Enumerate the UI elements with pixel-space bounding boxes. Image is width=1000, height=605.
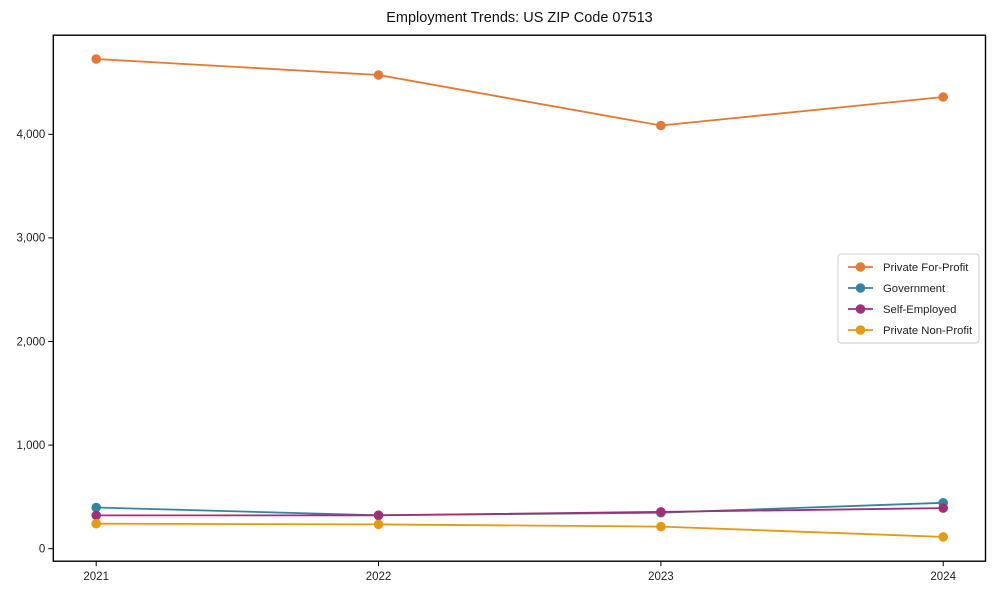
svg-text:2023: 2023 bbox=[648, 571, 674, 583]
svg-text:2021: 2021 bbox=[83, 571, 109, 583]
svg-text:Government: Government bbox=[883, 283, 946, 295]
svg-text:0: 0 bbox=[39, 544, 45, 556]
svg-text:Self-Employed: Self-Employed bbox=[883, 304, 956, 316]
svg-text:1,000: 1,000 bbox=[17, 440, 46, 452]
svg-text:3,000: 3,000 bbox=[17, 233, 46, 245]
svg-text:2022: 2022 bbox=[366, 571, 392, 583]
svg-text:Private Non-Profit: Private Non-Profit bbox=[883, 325, 973, 337]
svg-text:4,000: 4,000 bbox=[17, 129, 46, 141]
svg-text:2,000: 2,000 bbox=[17, 336, 46, 348]
svg-text:2024: 2024 bbox=[930, 571, 956, 583]
svg-text:Private For-Profit: Private For-Profit bbox=[883, 262, 969, 274]
